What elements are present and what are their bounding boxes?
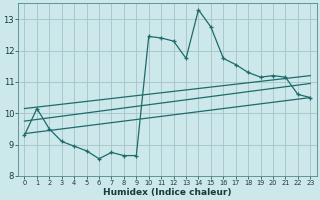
X-axis label: Humidex (Indice chaleur): Humidex (Indice chaleur) [103,188,232,197]
